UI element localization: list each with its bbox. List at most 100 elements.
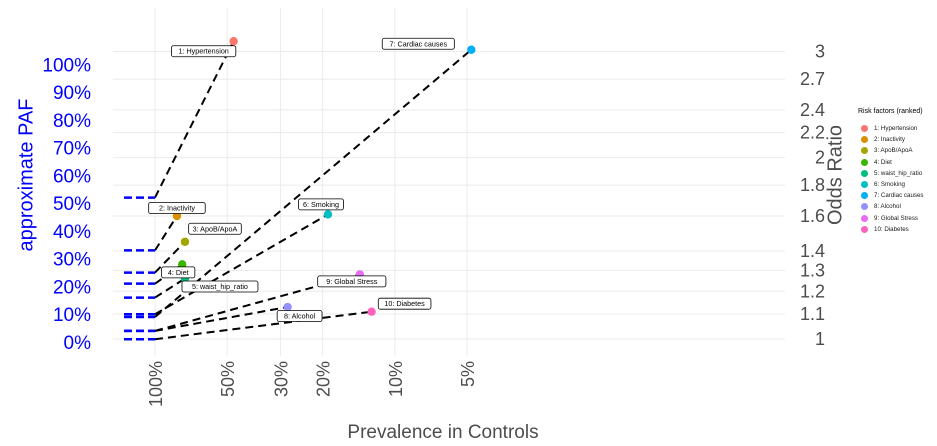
point-label: 1: Hypertension: [178, 47, 228, 56]
legend-label: 5: waist_hip_ratio: [874, 169, 923, 177]
legend-title: Risk factors (ranked): [858, 108, 923, 115]
legend-label: 8: Alcohol: [874, 203, 901, 211]
paf-tick-label: 30%: [53, 250, 91, 271]
legend-label: 3: ApoB/ApoA: [874, 147, 913, 155]
connector-line: [154, 277, 186, 299]
point-label: 5: waist_hip_ratio: [192, 282, 248, 291]
point-label-box: [171, 45, 237, 58]
point-label: 6: Smoking: [303, 200, 339, 209]
legend-label: 4: Diet: [874, 158, 892, 166]
legend-item: 5: waist_hip_ratio: [858, 168, 924, 179]
connector-line: [154, 213, 329, 316]
point-label: 10: Diabetes: [384, 299, 425, 308]
legend-item: 10: Diabetes: [858, 224, 924, 235]
legend-swatch: [861, 181, 868, 189]
connector-line: [154, 310, 372, 341]
x-tick-label: 5%: [458, 361, 478, 387]
paf-tick-label: 50%: [53, 194, 91, 215]
legend-items: 1: Hypertension 2: Inactivity 3: ApoB/ApoA…: [858, 123, 924, 235]
y-axis-right-title: Odds Ratio: [824, 125, 846, 225]
legend-item: 2: Inactivity: [858, 134, 924, 145]
point-label: 9: Global Stress: [326, 277, 378, 286]
legend-swatch: [861, 203, 868, 211]
connector-line: [154, 273, 361, 332]
data-point: [172, 211, 182, 221]
point-label: 3: ApoB/ApoA: [193, 224, 238, 233]
point-label: 8: Alcohol: [284, 312, 316, 321]
grid-lines: [113, 8, 785, 356]
y-axis-left-title: approximate PAF: [15, 98, 37, 251]
paf-tick-label: 60%: [53, 166, 91, 187]
x-tick-label: 20%: [314, 361, 334, 397]
legend-swatch: [861, 169, 868, 177]
connector-line: [154, 40, 235, 199]
point-label-box: [381, 37, 455, 50]
point-label-box: [188, 222, 242, 235]
legend-label: 6: Smoking: [874, 181, 905, 189]
or-tick-label: 1.1: [800, 304, 825, 324]
or-tick-label: 1: [815, 329, 825, 349]
paf-tick-label: 10%: [53, 305, 91, 326]
connector-line: [154, 215, 178, 251]
point-label: 7: Cardiac causes: [390, 39, 448, 48]
legend-item: 9: Global Stress: [858, 213, 924, 224]
point-label-box: [377, 297, 432, 310]
legend-swatch: [861, 192, 868, 200]
paf-axis: 0% 10% 20% 30% 40% 50% 60% 70% 80% 90% 100%: [42, 55, 155, 354]
point-label-box: [276, 310, 323, 322]
x-tick-label: 30%: [271, 361, 291, 397]
or-tick-label: 2.2: [800, 123, 825, 143]
x-tick-label: 100%: [146, 361, 166, 407]
legend-item: 1: Hypertension: [858, 123, 924, 134]
point-label-box: [161, 266, 196, 279]
data-point: [229, 37, 238, 46]
data-point: [367, 307, 376, 316]
or-tick-label: 1.8: [800, 175, 825, 195]
legend-label: 9: Global Stress: [874, 214, 919, 222]
point-label-box: [298, 198, 344, 211]
x-axis-title: Prevalence in Controls: [347, 422, 538, 443]
or-tick-label: 1.3: [800, 260, 825, 280]
point-labels: 1: Hypertension 2: Inactivity 3: ApoB/ApoA…: [148, 37, 455, 322]
legend-label: 10: Diabetes: [874, 225, 909, 233]
legend-swatch: [861, 136, 868, 144]
point-label-box: [181, 280, 259, 293]
legend: Risk factors (ranked) 1: Hypertension 2: …: [858, 108, 924, 235]
connector-line: [154, 241, 186, 274]
legend-swatch: [861, 214, 868, 222]
data-point: [323, 210, 333, 219]
or-tick-label: 1.2: [800, 281, 825, 301]
legend-swatch: [861, 125, 868, 133]
data-point: [180, 237, 190, 246]
or-tick-label: 3: [815, 42, 825, 62]
or-tick-label: 2: [815, 148, 825, 168]
paf-tick-label: 70%: [53, 139, 91, 160]
data-point: [283, 302, 292, 312]
paf-tick-label: 20%: [53, 277, 91, 298]
legend-swatch: [861, 158, 868, 166]
paf-tick-label: 100%: [42, 55, 91, 76]
point-label: 2: Inactivity: [159, 204, 195, 213]
x-axis: 100% 50% 30% 20% 10% 5%: [146, 361, 478, 407]
connector-lines: [154, 40, 472, 341]
legend-swatch: [861, 225, 868, 233]
legend-label: 2: Inactivity: [874, 136, 905, 144]
paf-tick-label: 90%: [53, 83, 91, 104]
x-tick-label: 50%: [218, 361, 238, 397]
legend-item: 3: ApoB/ApoA: [858, 145, 924, 156]
legend-item: 7: Cardiac causes: [858, 190, 924, 201]
legend-swatch: [861, 147, 868, 155]
data-point: [467, 45, 476, 54]
or-tick-label: 1.4: [800, 241, 825, 261]
connector-line: [154, 306, 288, 332]
point-label: 4: Diet: [168, 268, 189, 277]
connector-line: [154, 48, 472, 318]
point-label-box: [148, 202, 206, 214]
or-tick-label: 2.7: [800, 69, 825, 89]
legend-label: 7: Cardiac causes: [874, 192, 924, 200]
or-tick-label: 2.4: [800, 100, 825, 120]
or-tick-label: 1.6: [800, 206, 825, 226]
legend-item: 6: Smoking: [858, 179, 924, 190]
point-label-box: [317, 275, 387, 288]
